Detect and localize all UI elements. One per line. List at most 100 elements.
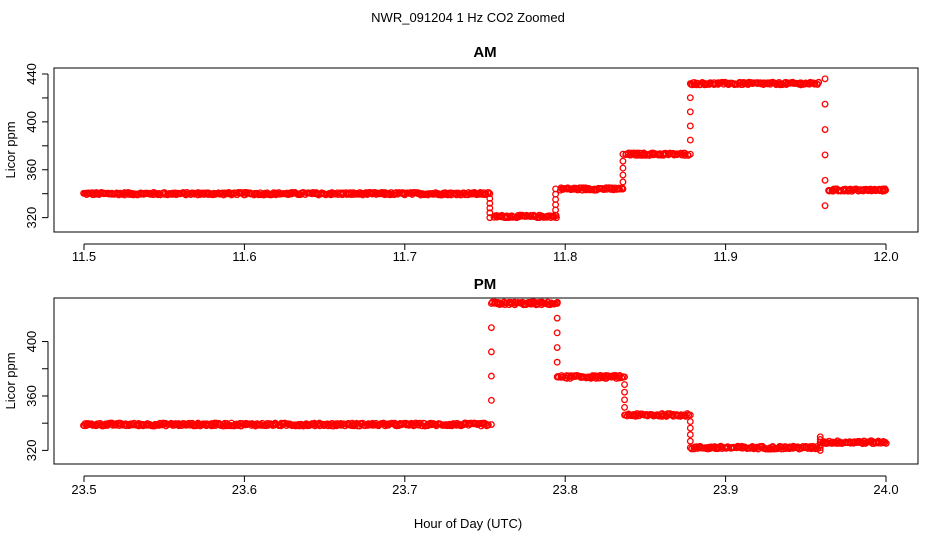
am-transition-point bbox=[619, 185, 627, 193]
pm-y-tick-label: 400 bbox=[24, 331, 39, 353]
pm-points bbox=[80, 298, 890, 454]
pm-transition-point bbox=[621, 381, 628, 388]
pm-transition-point bbox=[553, 314, 561, 322]
am-transition-point bbox=[619, 157, 627, 165]
pm-x-tick-label: 23.9 bbox=[713, 482, 738, 497]
am-transition-point bbox=[552, 185, 560, 193]
am-data-point bbox=[130, 191, 138, 199]
pm-plot-frame bbox=[53, 297, 919, 465]
am-transition-point bbox=[486, 209, 494, 217]
pm-x-tick-label: 23.7 bbox=[392, 482, 417, 497]
am-data-point bbox=[882, 186, 890, 194]
pm-transition-point bbox=[553, 373, 561, 381]
am-transition-point bbox=[486, 204, 494, 212]
am-transition-point bbox=[686, 94, 694, 102]
pm-transition-point bbox=[686, 411, 694, 419]
pm-transition-point bbox=[553, 299, 561, 307]
am-transition-point bbox=[486, 190, 494, 198]
pm-data-point bbox=[295, 422, 303, 430]
am-x-tick-label: 11.8 bbox=[553, 249, 577, 264]
pm-transition-point bbox=[621, 373, 628, 381]
pm-transition-point bbox=[686, 418, 694, 425]
pm-transition-point bbox=[553, 358, 561, 366]
pm-x-axis: 23.5 23.6 23.7 23.8 23.9 24.0 bbox=[71, 475, 899, 497]
pm-x-tick-label: 23.6 bbox=[232, 482, 257, 497]
am-transition-point bbox=[619, 171, 627, 179]
pm-transition-point bbox=[816, 433, 824, 441]
am-x-tick-label: 12.0 bbox=[873, 249, 898, 264]
pm-x-tick-label: 23.8 bbox=[553, 482, 578, 497]
am-y-tick-label: 400 bbox=[24, 111, 39, 133]
pm-panel-title: PM bbox=[474, 276, 497, 293]
am-transition-point bbox=[619, 178, 627, 186]
pm-transition-point bbox=[487, 324, 495, 332]
pm-transition-point bbox=[487, 372, 495, 380]
am-transition-point bbox=[821, 100, 829, 108]
am-points bbox=[80, 75, 890, 222]
am-x-tick-label: 11.7 bbox=[393, 249, 417, 264]
pm-transition-point bbox=[816, 436, 824, 443]
pm-data-point bbox=[618, 374, 626, 382]
am-x-tick-label: 11.9 bbox=[713, 249, 737, 264]
am-transition-point bbox=[486, 195, 494, 202]
am-y-tick-label: 320 bbox=[24, 207, 39, 229]
am-transition-point bbox=[619, 164, 627, 172]
am-transition-point bbox=[619, 150, 627, 158]
pm-data-point bbox=[882, 439, 890, 447]
pm-transition-point bbox=[686, 444, 694, 452]
pm-x-tick-label: 23.5 bbox=[71, 482, 96, 497]
am-transition-point bbox=[686, 122, 694, 130]
am-transition-point bbox=[686, 136, 694, 144]
am-panel: AM Licor ppm 11.5 11.6 11.7 11.8 11.9 12.0 32… bbox=[3, 44, 919, 264]
am-data-point bbox=[494, 212, 501, 220]
pm-y-tick-label: 320 bbox=[24, 440, 39, 462]
pm-transition-point bbox=[686, 437, 694, 445]
pm-panel: PM Licor ppm 23.5 23.6 23.7 23.8 23.9 24.0 32… bbox=[3, 276, 919, 497]
am-data-point bbox=[811, 80, 819, 88]
am-data-point bbox=[872, 187, 880, 195]
am-transition-point bbox=[686, 108, 694, 116]
am-x-axis: 11.5 11.6 11.7 11.8 11.9 12.0 bbox=[72, 243, 899, 264]
am-transition-point bbox=[486, 199, 494, 207]
am-plot-frame bbox=[53, 67, 919, 233]
pm-transition-point bbox=[686, 431, 694, 439]
pm-transition-point bbox=[621, 411, 628, 419]
am-transition-point bbox=[821, 151, 829, 159]
am-transition-point bbox=[821, 126, 829, 133]
am-transition-point bbox=[686, 80, 694, 88]
pm-y-axis-label: Licor ppm bbox=[3, 352, 18, 409]
am-transition-point bbox=[486, 214, 494, 222]
am-data-point bbox=[244, 189, 251, 197]
am-y-axis: 320 360 400 440 bbox=[24, 63, 49, 229]
pm-transition-point bbox=[621, 403, 628, 411]
am-panel-title: AM bbox=[473, 44, 496, 61]
pm-transition-point bbox=[553, 344, 561, 351]
pm-y-tick-label: 360 bbox=[24, 385, 39, 407]
pm-data-point bbox=[484, 421, 491, 429]
pm-transition-point bbox=[487, 348, 495, 356]
am-transition-point bbox=[821, 176, 829, 184]
am-transition-point bbox=[821, 202, 829, 210]
am-x-tick-label: 11.5 bbox=[72, 249, 96, 264]
pm-transition-point bbox=[553, 329, 561, 337]
am-data-point bbox=[813, 80, 821, 88]
x-axis-title: Hour of Day (UTC) bbox=[414, 516, 522, 531]
pm-transition-point bbox=[487, 299, 495, 307]
am-data-point bbox=[143, 190, 151, 197]
pm-transition-point bbox=[621, 396, 628, 404]
am-transition-point bbox=[686, 150, 694, 158]
pm-data-point bbox=[881, 438, 889, 446]
pm-transition-point bbox=[621, 388, 628, 396]
pm-transition-point bbox=[487, 421, 495, 428]
am-y-axis-label: Licor ppm bbox=[3, 121, 18, 178]
pm-transition-point bbox=[686, 424, 694, 432]
am-data-point bbox=[565, 185, 573, 193]
am-x-tick-label: 11.6 bbox=[232, 249, 256, 264]
figure-title: NWR_091204 1 Hz CO2 Zoomed bbox=[371, 10, 565, 25]
am-transition-point bbox=[821, 75, 829, 83]
pm-y-axis: 320 360 400 bbox=[24, 331, 49, 462]
pm-x-tick-label: 24.0 bbox=[873, 482, 898, 497]
am-y-tick-label: 360 bbox=[24, 159, 39, 181]
am-data-point bbox=[815, 78, 823, 86]
